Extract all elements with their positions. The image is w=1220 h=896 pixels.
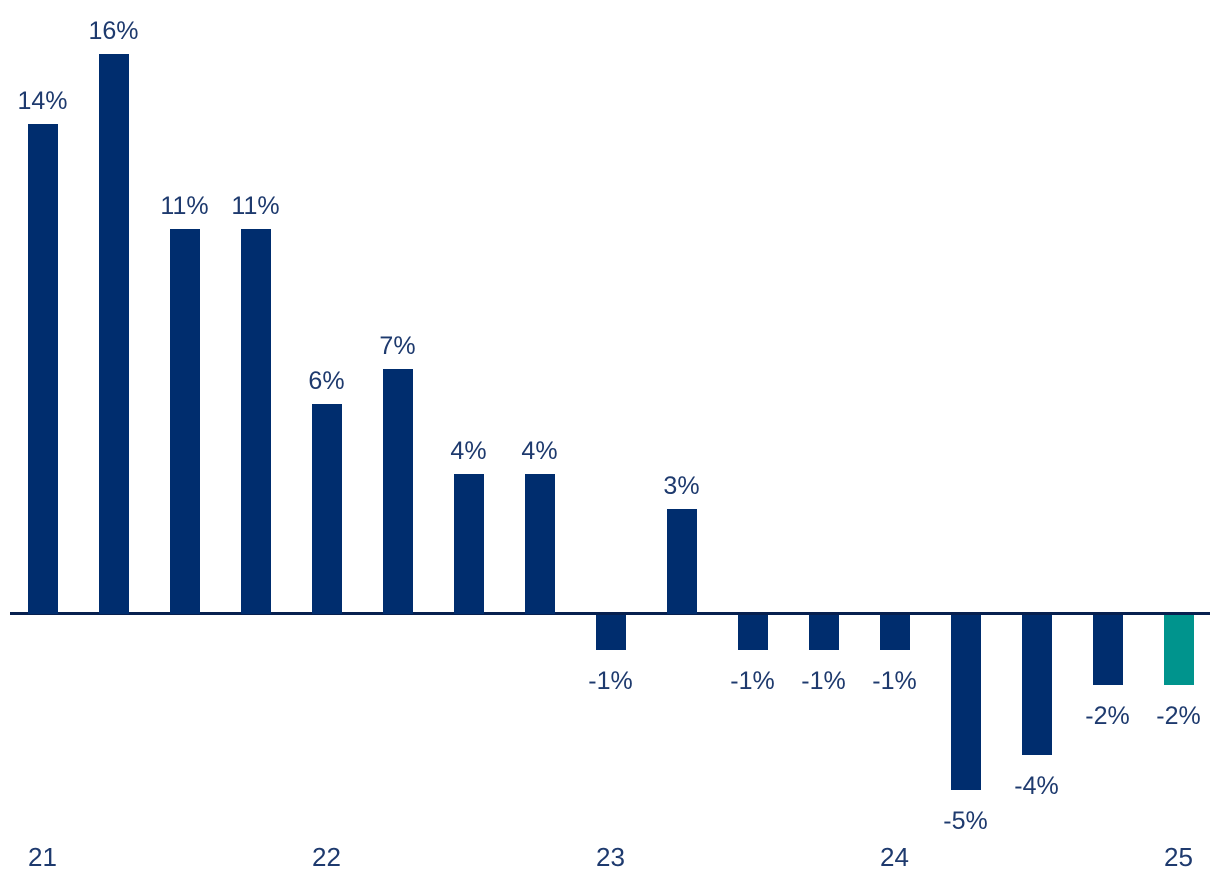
- bar-value-label: 6%: [308, 367, 345, 395]
- bar-value-label: 7%: [379, 332, 416, 360]
- x-axis-tick-21: 21: [28, 842, 57, 872]
- bar: [1092, 615, 1123, 685]
- x-axis-tick-24: 24: [880, 842, 909, 872]
- bar-value-label: -1%: [730, 667, 775, 695]
- bar: [950, 615, 981, 790]
- bar: [240, 229, 271, 614]
- bar-value-label: -1%: [801, 667, 846, 695]
- bar: [595, 615, 626, 650]
- bar-value-label: -1%: [872, 667, 917, 695]
- bar: [382, 369, 413, 614]
- bar-value-label: 14%: [17, 87, 68, 115]
- bar-value-label: 4%: [521, 437, 558, 465]
- bar: [1021, 615, 1052, 755]
- bar: [737, 615, 768, 650]
- bar: [311, 404, 342, 614]
- bar-value-label: 16%: [88, 17, 139, 45]
- x-axis-tick-23: 23: [596, 842, 625, 872]
- bar-highlight: [1163, 615, 1194, 685]
- bar: [27, 124, 58, 614]
- x-axis-tick-25: 25: [1164, 842, 1193, 872]
- x-axis-line: [10, 612, 1210, 615]
- bar: [524, 474, 555, 614]
- bar: [808, 615, 839, 650]
- bar: [98, 54, 129, 614]
- bar-value-label: -1%: [588, 667, 633, 695]
- bar-value-label: 4%: [450, 437, 487, 465]
- bar: [453, 474, 484, 614]
- bar: [169, 229, 200, 614]
- bar-value-label: -2%: [1085, 702, 1130, 730]
- bar-value-label: -2%: [1156, 702, 1201, 730]
- bar-value-label: -4%: [1014, 772, 1059, 800]
- x-axis-tick-22: 22: [312, 842, 341, 872]
- bar: [666, 509, 697, 614]
- bar-value-label: -5%: [943, 807, 988, 835]
- bar-value-label: 11%: [231, 192, 280, 220]
- bar-value-label: 11%: [160, 192, 209, 220]
- bar: [879, 615, 910, 650]
- bar-value-label: 3%: [663, 472, 700, 500]
